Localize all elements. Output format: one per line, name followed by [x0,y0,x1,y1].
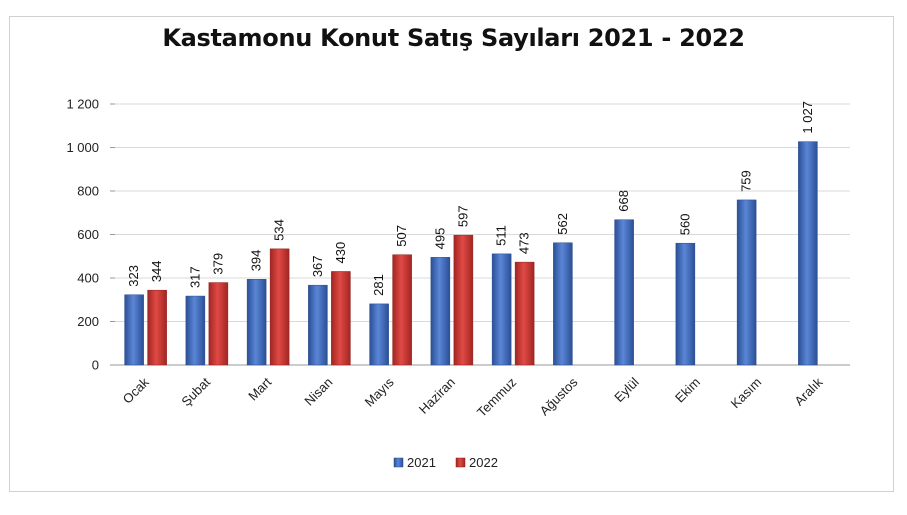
bar-2022 [392,254,412,366]
bar-2021 [798,141,818,366]
data-label-2022: 430 [333,242,348,264]
bar-2021 [614,219,634,366]
bar-2021 [736,199,757,366]
x-axis-categories: Ocak Şubat Mart Nisan Mayıs Haziran Temmuz Ağus… [120,374,826,420]
x-tick-label: Eylül [611,374,642,405]
data-label-2021: 668 [616,190,631,212]
y-axis-ticks: 0 200 400 600 800 1 000 1 200 [66,97,115,373]
bar-2021 [369,303,389,366]
y-tick-label: 400 [77,271,99,286]
y-tick-label: 1 000 [66,140,99,155]
bar-2021 [491,253,512,366]
bar-2021 [553,242,573,366]
y-tick-label: 0 [92,358,99,373]
data-label-2022: 534 [272,219,287,241]
x-tick-label: Şubat [178,374,213,409]
y-tick-label: 1 200 [66,97,99,112]
data-label-2021: 323 [126,265,141,287]
bar-2022 [269,248,290,366]
data-label-2021: 394 [249,250,264,272]
y-tick-label: 600 [77,227,99,242]
legend-label-2022: 2022 [469,455,498,470]
data-label-2022: 473 [517,232,532,254]
x-tick-label: Aralık [791,374,825,408]
data-label-2021: 562 [555,213,570,235]
bars [124,141,818,366]
bar-2021 [246,279,267,366]
data-label-2021: 317 [187,266,202,288]
legend-swatch-2021 [393,457,404,468]
data-label-2022: 597 [455,205,470,227]
bar-2021 [430,257,451,366]
bar-2022 [147,289,167,366]
gridlines [115,103,850,366]
y-tick-label: 800 [77,184,99,199]
bar-2022 [208,282,229,366]
x-tick-label: Ağustos [537,374,581,418]
x-tick-label: Ocak [120,374,152,406]
data-labels: 323 344 317 379 394 534 367 430 281 507 495 597 511 4… [126,101,815,296]
legend: 2021 2022 [393,455,498,470]
x-tick-label: Temmuz [474,375,519,420]
x-tick-label: Ekim [672,375,703,406]
data-label-2021: 495 [432,228,447,250]
data-label-2022: 507 [394,225,409,247]
x-tick-label: Mart [245,374,274,403]
y-tick-label: 200 [77,314,99,329]
legend-swatch-2022 [455,457,466,468]
data-label-2021: 560 [677,213,692,235]
x-tick-label: Haziran [416,375,458,417]
data-label-2022: 344 [149,260,164,282]
data-label-2021: 759 [739,170,754,192]
x-tick-label: Mayıs [362,374,397,409]
bar-2022 [453,234,474,366]
data-label-2021: 281 [371,274,386,296]
bar-2022 [331,271,351,366]
bar-2021 [675,242,696,366]
bar-2021 [185,295,206,366]
bar-2021 [124,294,144,366]
bar-2021 [308,284,328,366]
legend-label-2021: 2021 [407,455,436,470]
chart-title: Kastamonu Konut Satış Sayıları 2021 - 20… [162,24,745,52]
data-label-2021: 511 [494,225,509,246]
x-tick-label: Nisan [301,375,335,409]
data-label-2021: 367 [310,255,325,277]
bar-2022 [514,261,535,366]
x-tick-label: Kasım [728,375,765,412]
data-label-2021: 1 027 [800,101,815,134]
data-label-2022: 379 [210,253,225,275]
